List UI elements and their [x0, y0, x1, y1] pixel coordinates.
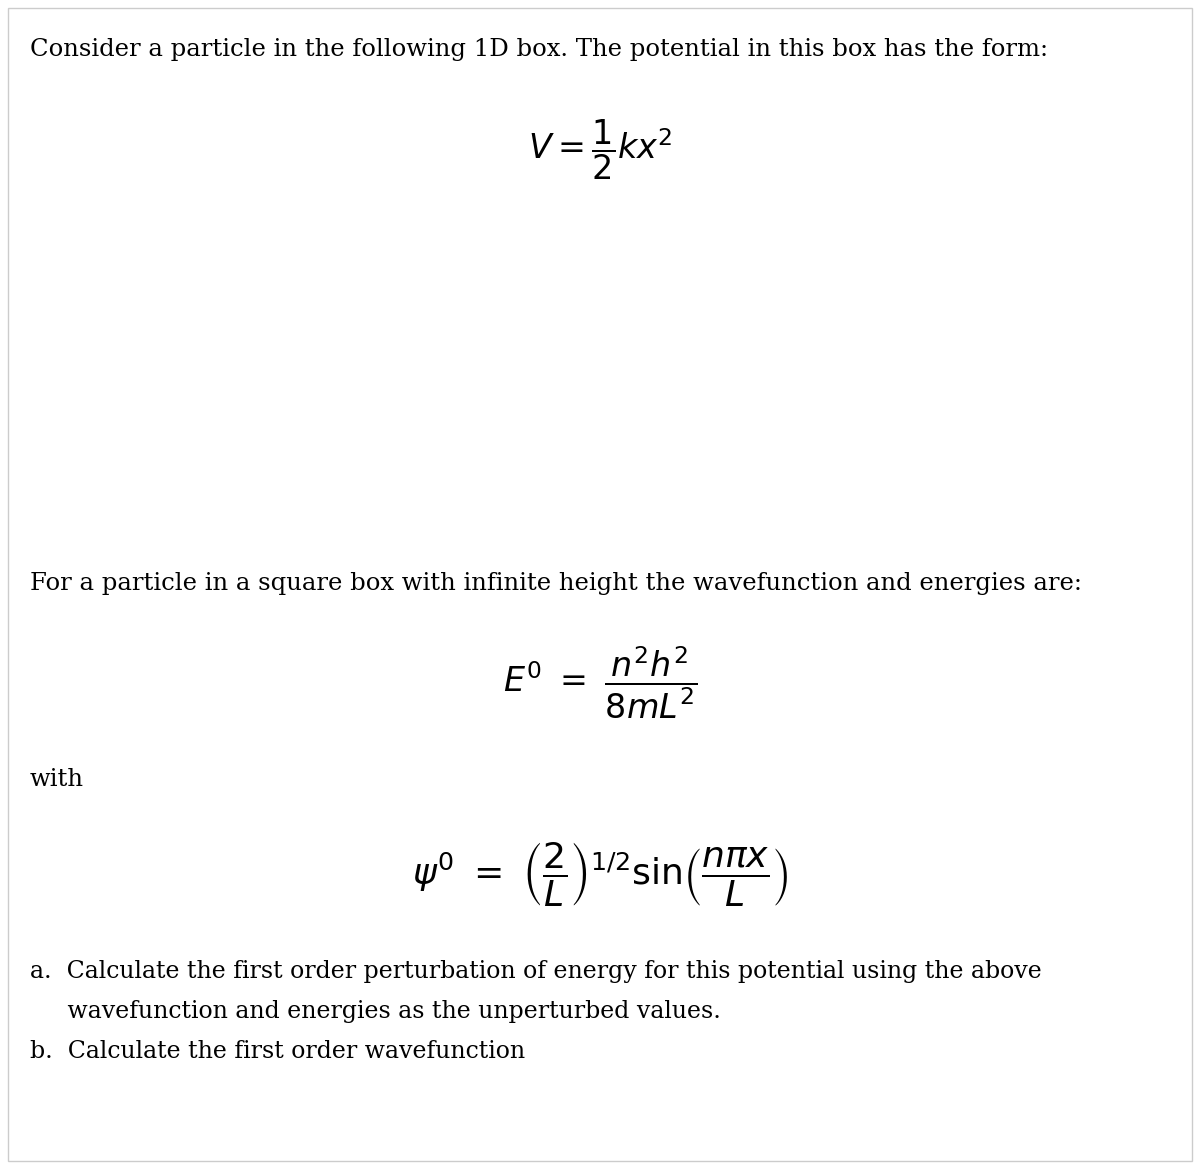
Text: $\psi^0\ =\ \left(\dfrac{2}{L}\right)^{1/2} \sin\!\left(\dfrac{n\pi x}{L}\right): $\psi^0\ =\ \left(\dfrac{2}{L}\right)^{1… — [412, 841, 788, 908]
Text: with: with — [30, 768, 84, 791]
Text: $V = \dfrac{1}{2}kx^2$: $V = \dfrac{1}{2}kx^2$ — [528, 118, 672, 182]
Text: $E^0\ =\ \dfrac{n^2h^2}{8mL^2}$: $E^0\ =\ \dfrac{n^2h^2}{8mL^2}$ — [503, 645, 697, 721]
Text: b.  Calculate the first order wavefunction: b. Calculate the first order wavefunctio… — [30, 1040, 526, 1063]
Text: Consider a particle in the following 1D box. The potential in this box has the f: Consider a particle in the following 1D … — [30, 39, 1048, 61]
Text: a.  Calculate the first order perturbation of energy for this potential using th: a. Calculate the first order perturbatio… — [30, 960, 1042, 983]
Text: wavefunction and energies as the unperturbed values.: wavefunction and energies as the unpertu… — [30, 999, 721, 1023]
Text: For a particle in a square box with infinite height the wavefunction and energie: For a particle in a square box with infi… — [30, 572, 1082, 595]
